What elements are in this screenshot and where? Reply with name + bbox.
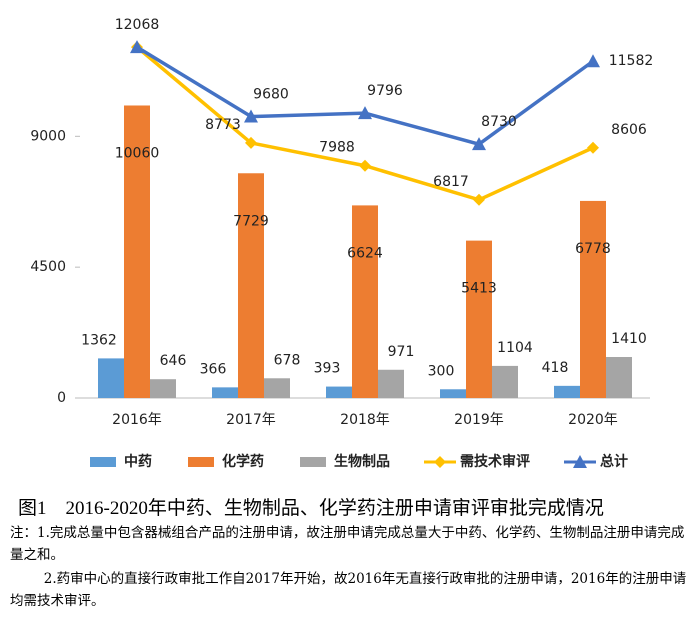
bar xyxy=(124,105,150,399)
marker xyxy=(473,193,485,206)
data-label: 366 xyxy=(200,361,227,377)
data-label: 10060 xyxy=(115,145,160,161)
data-label: 8773 xyxy=(205,117,241,133)
marker xyxy=(130,40,144,54)
caption: 图1 2016-2020年中药、生物制品、化学药注册申请审评审批完成情况 xyxy=(18,498,604,519)
y-tick-label: 9000 xyxy=(30,128,66,144)
y-tick-label: 0 xyxy=(57,390,66,406)
bar xyxy=(378,369,404,398)
data-label: 7988 xyxy=(319,140,355,156)
data-label: 6817 xyxy=(433,174,469,190)
legend-marker xyxy=(573,455,587,468)
data-label: 9796 xyxy=(367,83,403,99)
data-label: 8606 xyxy=(611,122,647,138)
x-tick-label: 2019年 xyxy=(454,412,504,428)
data-label: 1410 xyxy=(611,331,647,347)
marker xyxy=(245,136,257,149)
data-label: 6778 xyxy=(575,241,611,257)
data-label: 11582 xyxy=(609,53,654,69)
bar xyxy=(238,173,264,398)
x-tick-label: 2016年 xyxy=(112,412,162,428)
bar xyxy=(98,358,124,398)
data-label: 971 xyxy=(388,344,415,360)
marker xyxy=(359,159,371,172)
x-tick-label: 2017年 xyxy=(226,412,276,428)
bar xyxy=(326,386,352,398)
data-label: 1104 xyxy=(497,340,533,356)
legend-label: 化学药 xyxy=(222,453,264,470)
marker xyxy=(358,106,372,120)
legend-swatch xyxy=(188,457,214,467)
note: 注：1.完成总量中包含器械组合产品的注册申请，故注册申请完成总量大于中药、化学药… xyxy=(10,525,685,563)
data-label: 9680 xyxy=(253,87,289,103)
marker xyxy=(586,54,600,68)
data-label: 7729 xyxy=(233,213,269,229)
x-tick-label: 2018年 xyxy=(340,412,390,428)
bar xyxy=(580,200,606,398)
bar xyxy=(606,357,632,398)
data-label: 418 xyxy=(542,360,569,376)
marker xyxy=(472,137,486,151)
bar xyxy=(466,240,492,398)
data-label: 393 xyxy=(314,361,341,377)
bar xyxy=(212,387,238,398)
legend-swatch xyxy=(300,457,326,467)
legend-label: 总计 xyxy=(600,453,628,470)
chart: 0 4500 9000 2016年 2017年 2018年 2019年 2020年 1362 36… xyxy=(30,17,654,470)
marker xyxy=(244,109,258,123)
bar xyxy=(492,365,518,398)
legend-label: 需技术审评 xyxy=(460,453,530,470)
legend-swatch xyxy=(90,457,116,467)
data-label: 5413 xyxy=(461,281,497,297)
legend-label: 中药 xyxy=(124,453,152,470)
data-label: 1362 xyxy=(81,332,117,348)
data-label: 678 xyxy=(274,352,301,368)
legend-label: 生物制品 xyxy=(334,453,390,470)
data-label: 8730 xyxy=(481,114,517,130)
bar xyxy=(352,205,378,398)
bar xyxy=(264,378,290,398)
legend-marker xyxy=(434,456,446,468)
marker xyxy=(587,141,599,154)
bar xyxy=(150,379,176,398)
y-tick-label: 4500 xyxy=(30,259,66,275)
data-label: 646 xyxy=(160,353,187,369)
data-label: 12068 xyxy=(115,17,160,33)
data-label: 6624 xyxy=(347,245,383,261)
note: 2.药审中心的直接行政审批工作自2017年开始，故2016年无直接行政审批的注册… xyxy=(10,571,687,609)
bar xyxy=(440,389,466,398)
x-tick-label: 2020年 xyxy=(568,412,618,428)
data-label: 300 xyxy=(428,363,455,379)
bar xyxy=(554,385,580,398)
